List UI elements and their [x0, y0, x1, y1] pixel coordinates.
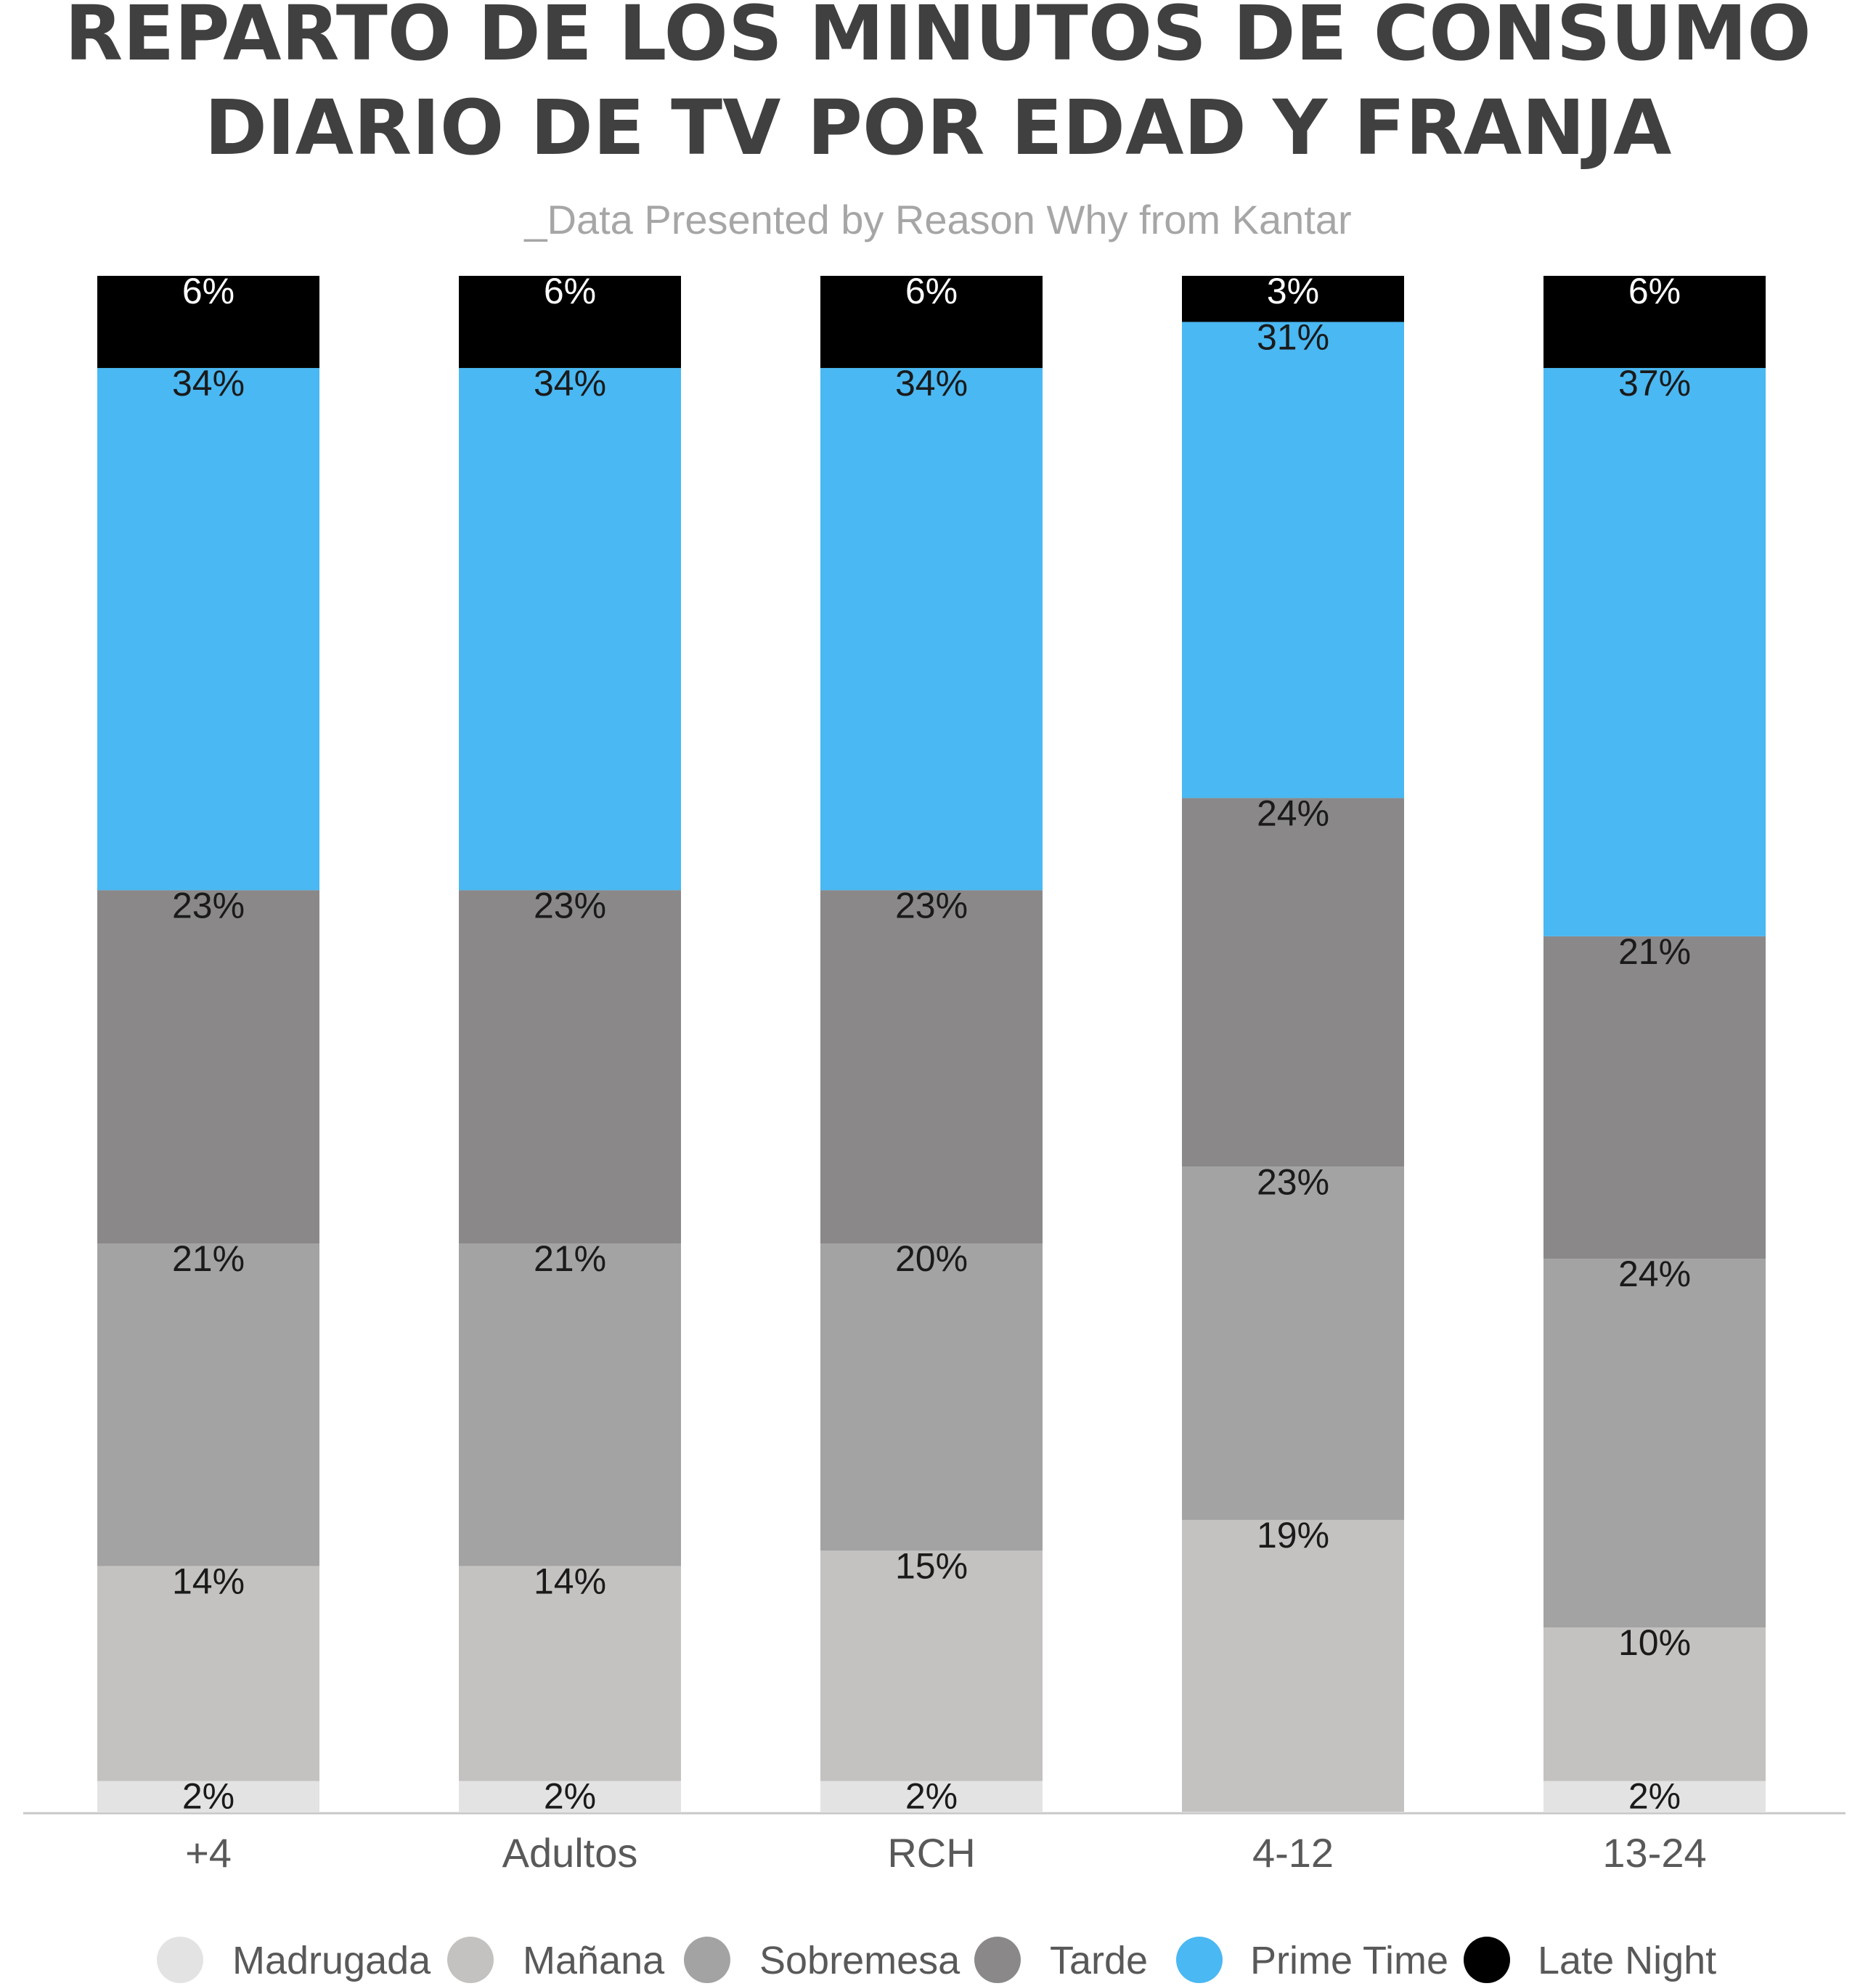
bar-segment-tarde-2	[459, 890, 681, 1244]
legend-swatch-late-night	[1464, 1937, 1510, 1983]
bar-segment-madrugada-3	[820, 1781, 1043, 1812]
data-label-ma-ana-1: 14%	[172, 1561, 245, 1601]
x-tick-label: Adultos	[502, 1830, 638, 1876]
bar-segment-late-night-4	[1182, 276, 1404, 322]
data-label-madrugada-1: 2%	[182, 1776, 234, 1817]
x-tick-label: RCH	[887, 1830, 975, 1876]
legend-swatch-prime-time	[1176, 1937, 1223, 1983]
bar-segment-sobremesa-5	[1543, 1259, 1766, 1628]
data-label-tarde-2: 23%	[534, 885, 606, 925]
bar-segment-late-night-3	[820, 276, 1043, 368]
bar-segment-late-night-2	[459, 276, 681, 368]
bar-segment-ma-ana-2	[459, 1566, 681, 1781]
data-label-ma-ana-2: 14%	[534, 1561, 606, 1601]
data-label-late-night-3: 6%	[905, 271, 958, 311]
data-label-tarde-5: 21%	[1618, 931, 1691, 972]
bar-segment-prime-time-4	[1182, 322, 1404, 798]
legend-swatch-madrugada	[157, 1937, 203, 1983]
bar-segment-late-night-1	[97, 276, 319, 368]
legend-swatch-ma-ana	[447, 1937, 494, 1983]
legend: Madrugada Mañana Sobremesa Tarde Prime Time L…	[157, 1937, 1716, 1983]
bar-segment-ma-ana-1	[97, 1566, 319, 1781]
legend-swatch-tarde	[974, 1937, 1021, 1983]
legend-label-tarde: Tarde	[1050, 1939, 1148, 1982]
chart-subtitle: _Data Presented by Reason Why from Kanta…	[523, 197, 1351, 242]
data-label-late-night-2: 6%	[544, 271, 596, 311]
data-label-sobremesa-5: 24%	[1618, 1254, 1691, 1294]
legend-label-late-night: Late Night	[1538, 1939, 1716, 1982]
legend-label-sobremesa: Sobremesa	[759, 1939, 961, 1982]
x-tick-label: 13-24	[1602, 1830, 1706, 1876]
chart-title-line-1: REPARTO DE LOS MINUTOS DE CONSUMO	[65, 0, 1811, 78]
data-label-tarde-1: 23%	[172, 885, 245, 925]
bar-segment-tarde-1	[97, 890, 319, 1244]
bar-segment-tarde-3	[820, 890, 1043, 1244]
data-label-sobremesa-3: 20%	[895, 1238, 968, 1279]
data-label-prime-time-3: 34%	[895, 363, 968, 404]
bar-segment-madrugada-2	[459, 1781, 681, 1812]
legend-swatch-sobremesa	[684, 1937, 730, 1983]
bar-segment-sobremesa-2	[459, 1243, 681, 1566]
data-label-sobremesa-4: 23%	[1257, 1161, 1329, 1202]
chart-title-line-2: DIARIO DE TV POR EDAD Y FRANJA	[205, 83, 1672, 172]
data-label-tarde-4: 24%	[1257, 793, 1329, 833]
bar-segment-ma-ana-4	[1182, 1519, 1404, 1812]
data-label-late-night-1: 6%	[182, 271, 234, 311]
data-label-sobremesa-2: 21%	[534, 1238, 606, 1279]
data-label-madrugada-2: 2%	[544, 1776, 596, 1817]
legend-label-prime-time: Prime Time	[1250, 1939, 1448, 1982]
bar-segment-prime-time-5	[1543, 367, 1766, 936]
data-label-prime-time-5: 37%	[1618, 363, 1691, 404]
data-label-madrugada-5: 2%	[1628, 1776, 1681, 1817]
data-label-prime-time-1: 34%	[172, 363, 245, 404]
bar-segment-tarde-5	[1543, 936, 1766, 1259]
data-label-ma-ana-3: 15%	[895, 1545, 968, 1586]
data-label-prime-time-2: 34%	[534, 363, 606, 404]
bar-segment-sobremesa-4	[1182, 1166, 1404, 1520]
bar-segment-madrugada-1	[97, 1781, 319, 1812]
legend-label-madrugada: Madrugada	[232, 1939, 431, 1982]
bar-segment-sobremesa-3	[820, 1243, 1043, 1551]
data-label-late-night-4: 3%	[1267, 271, 1319, 311]
legend-label-ma-ana: Mañana	[523, 1939, 665, 1982]
bar-segment-prime-time-3	[820, 367, 1043, 891]
data-label-tarde-3: 23%	[895, 885, 968, 925]
data-label-prime-time-4: 31%	[1257, 316, 1329, 357]
bar-segment-prime-time-1	[97, 367, 319, 891]
bar-segment-ma-ana-3	[820, 1550, 1043, 1781]
bar-segment-prime-time-2	[459, 367, 681, 891]
bar-segment-ma-ana-5	[1543, 1627, 1766, 1781]
data-label-sobremesa-1: 21%	[172, 1238, 245, 1279]
plot-area: 2% 14% 21% 23% 34% 6% 2% 14% 21% 23% 34% 6% 2% 15% 20%…	[97, 271, 1766, 1817]
bar-segment-late-night-5	[1543, 276, 1766, 368]
data-label-late-night-5: 6%	[1628, 271, 1681, 311]
bar-segment-sobremesa-1	[97, 1243, 319, 1566]
x-tick-label: +4	[185, 1830, 232, 1876]
x-axis-ticks: +4 Adultos RCH 4-12 13-24	[185, 1830, 1707, 1876]
bar-segment-madrugada-5	[1543, 1781, 1766, 1812]
bar-segment-tarde-4	[1182, 798, 1404, 1167]
data-label-ma-ana-5: 10%	[1618, 1622, 1691, 1663]
x-tick-label: 4-12	[1252, 1830, 1334, 1876]
data-label-madrugada-3: 2%	[905, 1776, 958, 1817]
data-label-ma-ana-4: 19%	[1257, 1515, 1329, 1556]
